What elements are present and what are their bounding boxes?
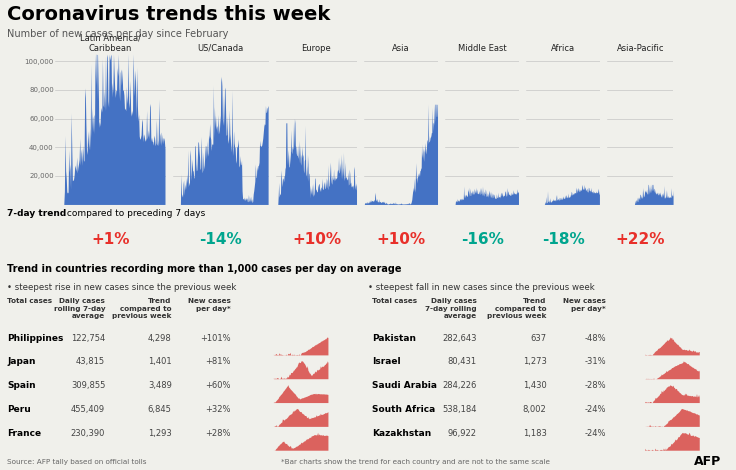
Text: 96,922: 96,922 [447,429,477,438]
Text: Trend in countries recording more than 1,000 cases per day on average: Trend in countries recording more than 1… [7,264,402,274]
Text: 455,409: 455,409 [71,405,105,414]
Text: 637: 637 [531,334,546,343]
Text: 282,643: 282,643 [442,334,477,343]
Text: -18%: -18% [542,232,584,247]
Text: Saudi Arabia: Saudi Arabia [372,381,436,390]
Text: +28%: +28% [205,429,231,438]
Text: Number of new cases per day since February: Number of new cases per day since Februa… [7,30,229,39]
Text: -31%: -31% [584,357,606,367]
Text: Trend
compared to
previous week: Trend compared to previous week [113,298,171,320]
Text: Europe: Europe [302,44,331,53]
Text: 6,845: 6,845 [148,405,171,414]
Text: 538,184: 538,184 [442,405,477,414]
Text: +101%: +101% [200,334,231,343]
Text: Japan: Japan [7,357,36,367]
Text: -48%: -48% [584,334,606,343]
Text: Africa: Africa [551,44,575,53]
Text: -16%: -16% [461,232,503,247]
Text: New cases
per day*: New cases per day* [563,298,606,312]
Text: -14%: -14% [199,232,242,247]
Text: 1,183: 1,183 [523,429,546,438]
Text: 309,855: 309,855 [71,381,105,390]
Text: *Bar charts show the trend for each country and are not to the same scale: *Bar charts show the trend for each coun… [281,459,551,464]
Text: 3,489: 3,489 [148,381,171,390]
Text: France: France [7,429,41,438]
Text: +32%: +32% [205,405,231,414]
Text: South Africa: South Africa [372,405,435,414]
Text: New cases
per day*: New cases per day* [188,298,231,312]
Text: +10%: +10% [292,232,341,247]
Text: Asia-Pacific: Asia-Pacific [617,44,664,53]
Text: 1,401: 1,401 [148,357,171,367]
Text: • steepest rise in new cases since the previous week: • steepest rise in new cases since the p… [7,283,237,292]
Text: Coronavirus trends this week: Coronavirus trends this week [7,5,330,24]
Text: -24%: -24% [584,405,606,414]
Text: -28%: -28% [584,381,606,390]
Text: 122,754: 122,754 [71,334,105,343]
Text: Israel: Israel [372,357,400,367]
Text: Source: AFP tally based on official tolls: Source: AFP tally based on official toll… [7,459,147,464]
Text: 1,430: 1,430 [523,381,546,390]
Text: +10%: +10% [377,232,425,247]
Text: +81%: +81% [205,357,231,367]
Text: 284,226: 284,226 [442,381,477,390]
Text: AFP: AFP [694,455,721,468]
Text: Total cases: Total cases [7,298,52,305]
Text: Middle East: Middle East [458,44,506,53]
Text: 80,431: 80,431 [447,357,477,367]
Text: Philippines: Philippines [7,334,64,343]
Text: US/Canada: US/Canada [198,44,244,53]
Text: +1%: +1% [91,232,130,247]
Text: Asia: Asia [392,44,410,53]
Text: Pakistan: Pakistan [372,334,416,343]
Text: +22%: +22% [615,232,665,247]
Text: Latin America/
Caribbean: Latin America/ Caribbean [80,33,141,53]
Text: +60%: +60% [205,381,231,390]
Text: 43,815: 43,815 [76,357,105,367]
Text: 4,298: 4,298 [148,334,171,343]
Text: 1,273: 1,273 [523,357,546,367]
Text: Daily cases
rolling 7-day
average: Daily cases rolling 7-day average [54,298,105,320]
Text: Trend
compared to
previous week: Trend compared to previous week [487,298,546,320]
Text: compared to preceding 7 days: compared to preceding 7 days [65,209,205,219]
Text: -24%: -24% [584,429,606,438]
Text: 8,002: 8,002 [523,405,546,414]
Text: Total cases: Total cases [372,298,417,305]
Text: Kazakhstan: Kazakhstan [372,429,431,438]
Text: • steepest fall in new cases since the previous week: • steepest fall in new cases since the p… [368,283,595,292]
Text: 230,390: 230,390 [71,429,105,438]
Text: Spain: Spain [7,381,36,390]
Text: 1,293: 1,293 [148,429,171,438]
Text: 7-day trend: 7-day trend [7,209,67,219]
Text: Peru: Peru [7,405,31,414]
Text: Daily cases
7-day rolling
average: Daily cases 7-day rolling average [425,298,477,320]
